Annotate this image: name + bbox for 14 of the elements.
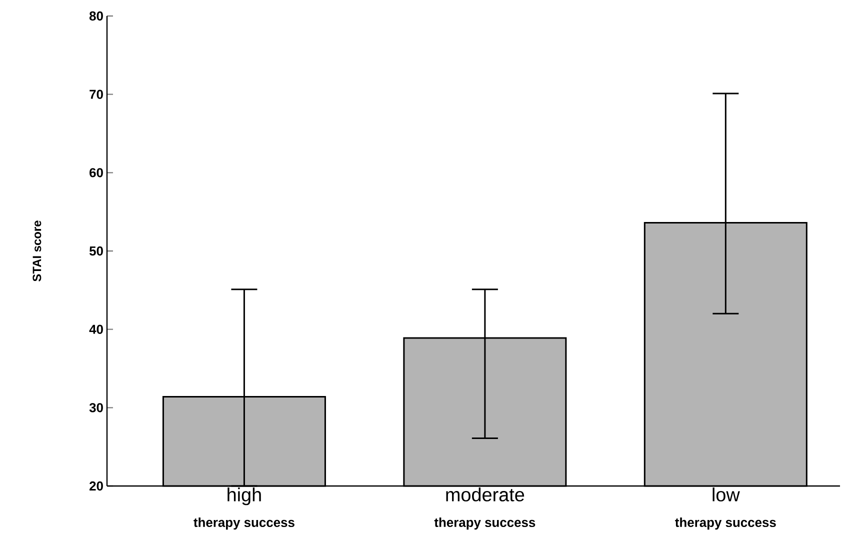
y-tick-label: 30 (89, 403, 103, 412)
x-tick-label: moderate (446, 488, 524, 502)
y-tick-label: 60 (90, 168, 103, 178)
y-tick-label: 40 (89, 324, 103, 334)
x-tick-label: high (228, 488, 261, 506)
y-axis-title: STAI score (32, 220, 42, 282)
y-tick-label: 70 (90, 90, 103, 99)
text: therapy success (675, 518, 776, 530)
text: therapy success (434, 518, 536, 530)
y-tick-label: 50 (89, 246, 103, 256)
x-tick-label: low (712, 488, 740, 502)
text: therapy success (194, 518, 294, 530)
y-tick-label: 80 (89, 11, 103, 21)
y-tick-label: 20 (90, 481, 103, 491)
